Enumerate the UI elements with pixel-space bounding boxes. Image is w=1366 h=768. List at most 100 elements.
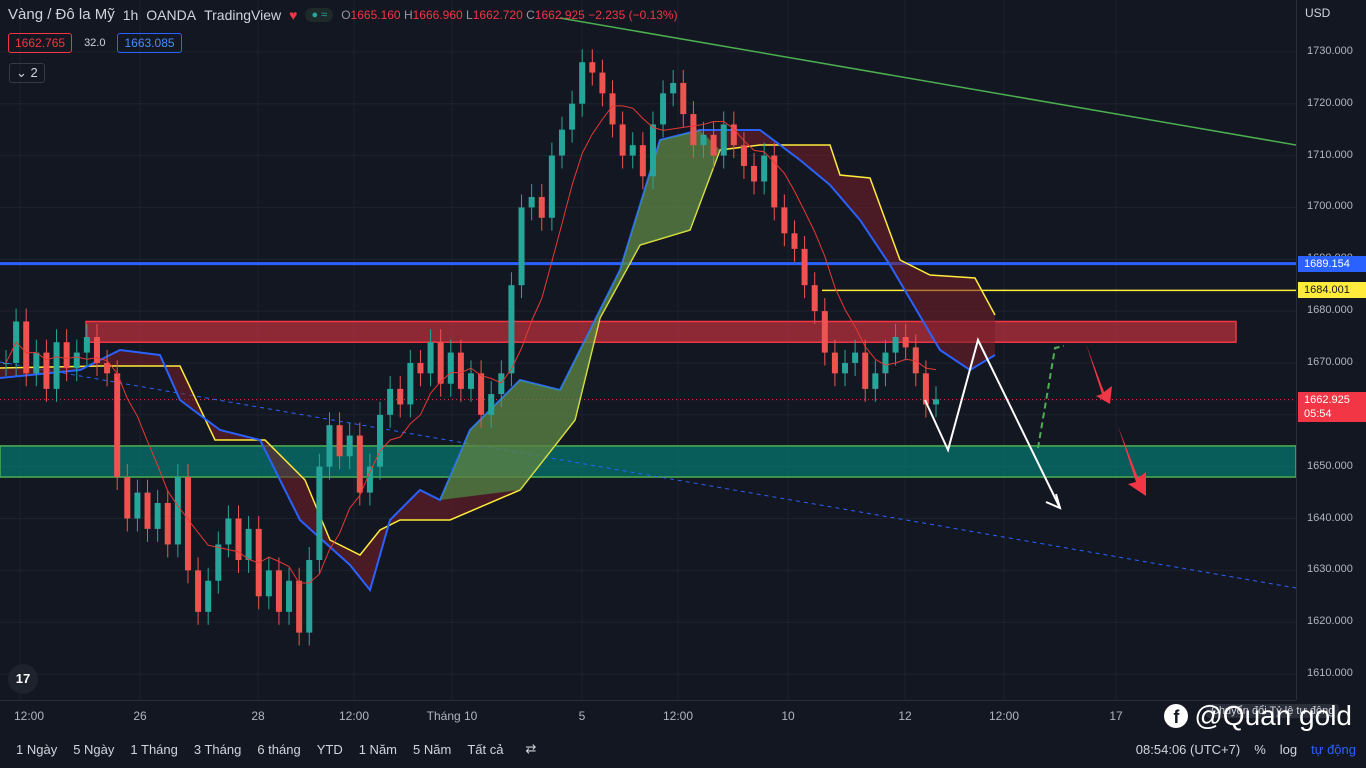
candle <box>852 352 859 363</box>
projection-path-green <box>1037 345 1065 449</box>
price-axis[interactable]: USD 1730.0001720.0001710.0001700.0001690… <box>1296 0 1366 700</box>
candle <box>811 285 818 312</box>
candle <box>417 362 424 374</box>
candle <box>265 570 272 597</box>
moving-average-line <box>5 105 937 584</box>
price-chart[interactable] <box>0 0 1296 700</box>
candle <box>356 435 363 493</box>
candle <box>680 82 687 115</box>
calendar-icon[interactable]: ⇄ <box>525 741 537 756</box>
candle <box>235 518 242 560</box>
candle <box>862 352 869 389</box>
candle <box>23 321 30 374</box>
candle <box>821 311 828 353</box>
indicators-toggle[interactable]: ⌄ 2 <box>9 63 45 83</box>
candle <box>225 518 232 545</box>
sell-button[interactable]: 1662.765 <box>8 33 73 53</box>
ohlc-values: O1665.160 H1666.960 L1662.720 C1662.925 … <box>341 7 678 22</box>
price-tick-label: 1730.000 <box>1307 44 1353 57</box>
candle <box>538 197 545 218</box>
range-button[interactable]: 6 tháng <box>257 741 301 757</box>
candle <box>296 580 303 633</box>
candle <box>831 352 838 374</box>
facebook-icon: f <box>1164 704 1189 728</box>
time-tick-label: 12 <box>898 709 912 723</box>
ichimoku-cloud <box>0 130 995 590</box>
time-tick-label: Tháng 10 <box>426 709 478 723</box>
candle <box>377 414 384 467</box>
range-button[interactable]: 1 Năm <box>358 741 398 757</box>
candle <box>93 337 100 363</box>
auto-scale-tooltip: Chuyển đổi Tỷ lệ tự động <box>1206 704 1340 718</box>
candle <box>922 373 929 405</box>
candle <box>569 103 576 130</box>
candle <box>205 580 212 612</box>
candle <box>639 145 646 177</box>
range-button[interactable]: 5 Ngày <box>73 741 115 757</box>
price-tick-label: 1630.000 <box>1307 563 1353 576</box>
candle <box>740 145 747 166</box>
candle <box>63 342 70 369</box>
candle <box>710 134 717 156</box>
price-tick-label: 1670.000 <box>1307 355 1353 368</box>
candle <box>468 373 474 389</box>
countdown-label: 05:54 <box>1304 407 1332 420</box>
tradingview-logo-icon[interactable]: 17 <box>8 664 38 694</box>
clock-time[interactable]: 08:54:06 (UTC+7) <box>1135 741 1241 757</box>
time-tick-label: 12:00 <box>13 709 45 723</box>
candle <box>316 466 323 560</box>
candle <box>771 155 778 208</box>
candle <box>427 342 434 374</box>
candle <box>609 93 616 125</box>
broker: OANDA <box>146 6 197 23</box>
range-button[interactable]: 5 Năm <box>413 741 452 757</box>
auto-toggle[interactable]: tự động <box>1311 741 1356 757</box>
ichimoku-cloud-green <box>440 130 720 500</box>
trade-panel: 1662.765 32.0 1663.085 <box>8 33 182 53</box>
candle <box>397 388 404 405</box>
candle <box>579 62 586 104</box>
green-trend-line <box>559 17 1296 146</box>
percent-toggle[interactable]: % <box>1254 741 1266 757</box>
heart-icon[interactable]: ♥ <box>289 6 298 23</box>
candle <box>447 352 454 384</box>
red-arrow-2 <box>1118 426 1146 496</box>
candle <box>872 373 879 389</box>
range-button[interactable]: YTD <box>316 741 343 757</box>
market-status-icon[interactable]: ● ≈ <box>305 7 334 22</box>
candle <box>104 362 111 374</box>
time-axis[interactable]: 12:00 26 28 12:00 Tháng 10 5 12:00 10 12 12:00 17 <box>0 700 1296 731</box>
time-tick-label: 28 <box>251 709 265 723</box>
candle <box>306 560 313 633</box>
candle <box>154 502 161 529</box>
bottom-toolbar: 1 Ngày 5 Ngày 1 Tháng 3 Tháng 6 tháng YTD 1 Nă… <box>0 730 1366 768</box>
candle <box>114 373 121 478</box>
time-tick-label: 10 <box>781 709 795 723</box>
range-button[interactable]: 1 Ngày <box>16 741 58 757</box>
candle <box>700 134 707 146</box>
buy-button[interactable]: 1663.085 <box>117 33 182 53</box>
price-tick-label: 1640.000 <box>1307 511 1353 524</box>
price-tick-label: 1610.000 <box>1307 667 1353 680</box>
interval[interactable]: 1h <box>122 6 139 23</box>
candle <box>83 337 90 353</box>
candle <box>366 466 373 493</box>
chart-header: Vàng / Đô la Mỹ 1h OANDA TradingView ♥ ●… <box>8 6 678 23</box>
candle <box>518 207 525 286</box>
candle <box>690 114 697 146</box>
currency-label[interactable]: USD <box>1305 6 1331 20</box>
resistance-zone <box>85 320 1237 343</box>
candle <box>53 342 60 389</box>
price-tick-label: 1620.000 <box>1307 615 1353 628</box>
range-button[interactable]: Tất cả <box>467 741 504 757</box>
candle <box>801 248 808 286</box>
candle <box>720 124 727 156</box>
candle <box>842 362 849 374</box>
candle <box>791 233 798 249</box>
candle <box>892 337 899 353</box>
watermark: f @Quan gold <box>1164 700 1352 732</box>
log-toggle[interactable]: log <box>1279 741 1298 757</box>
range-button[interactable]: 1 Tháng <box>130 741 178 757</box>
symbol-name[interactable]: Vàng / Đô la Mỹ <box>8 6 115 23</box>
range-button[interactable]: 3 Tháng <box>193 741 242 757</box>
